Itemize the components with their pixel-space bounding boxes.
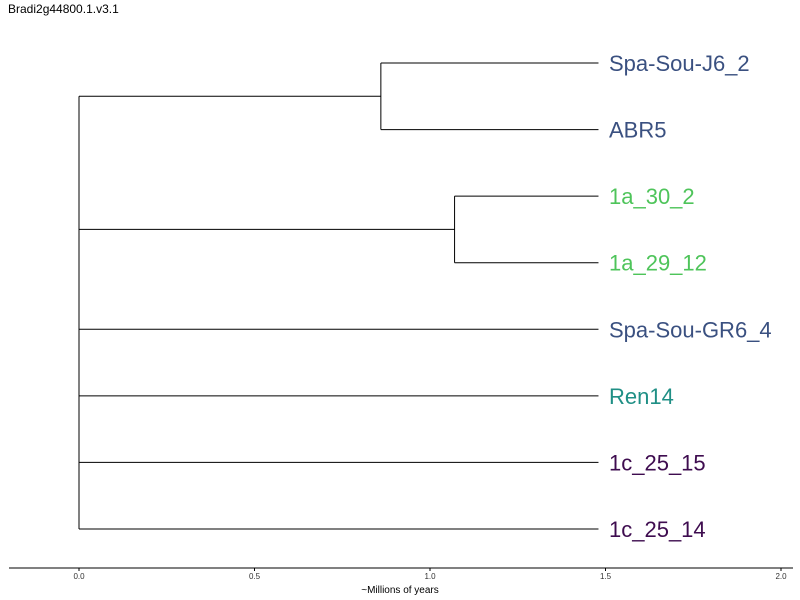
leaf-label: Spa-Sou-GR6_4 [609, 317, 772, 342]
x-axis-tick-label: 0.0 [73, 572, 85, 581]
x-axis-title: ~Millions of years [361, 585, 439, 596]
x-axis: 0.0 0.5 1.0 1.5 2.0 ~Millions of years [9, 567, 793, 596]
x-axis-tick-label: 1.0 [424, 572, 436, 581]
leaf-label: ABR5 [609, 118, 666, 143]
leaf-label: 1a_30_2 [609, 184, 695, 209]
leaf-labels-group: Spa-Sou-J6_2 ABR5 1a_30_2 1a_29_12 Spa-Sou-G… [609, 51, 772, 542]
x-axis-ticks: 0.0 0.5 1.0 1.5 2.0 [73, 568, 787, 581]
x-axis-tick-label: 1.5 [600, 572, 612, 581]
leaf-label: 1c_25_15 [609, 450, 706, 475]
leaf-label: 1c_25_14 [609, 517, 706, 542]
leaf-label: Spa-Sou-J6_2 [609, 51, 750, 76]
leaf-label: 1a_29_12 [609, 251, 707, 276]
leaf-label: Ren14 [609, 384, 674, 409]
figure-title: Bradi2g44800.1.v3.1 [8, 2, 119, 16]
branches-group [78, 62, 599, 530]
x-axis-tick-label: 2.0 [775, 572, 787, 581]
x-axis-tick-label: 0.5 [249, 572, 261, 581]
